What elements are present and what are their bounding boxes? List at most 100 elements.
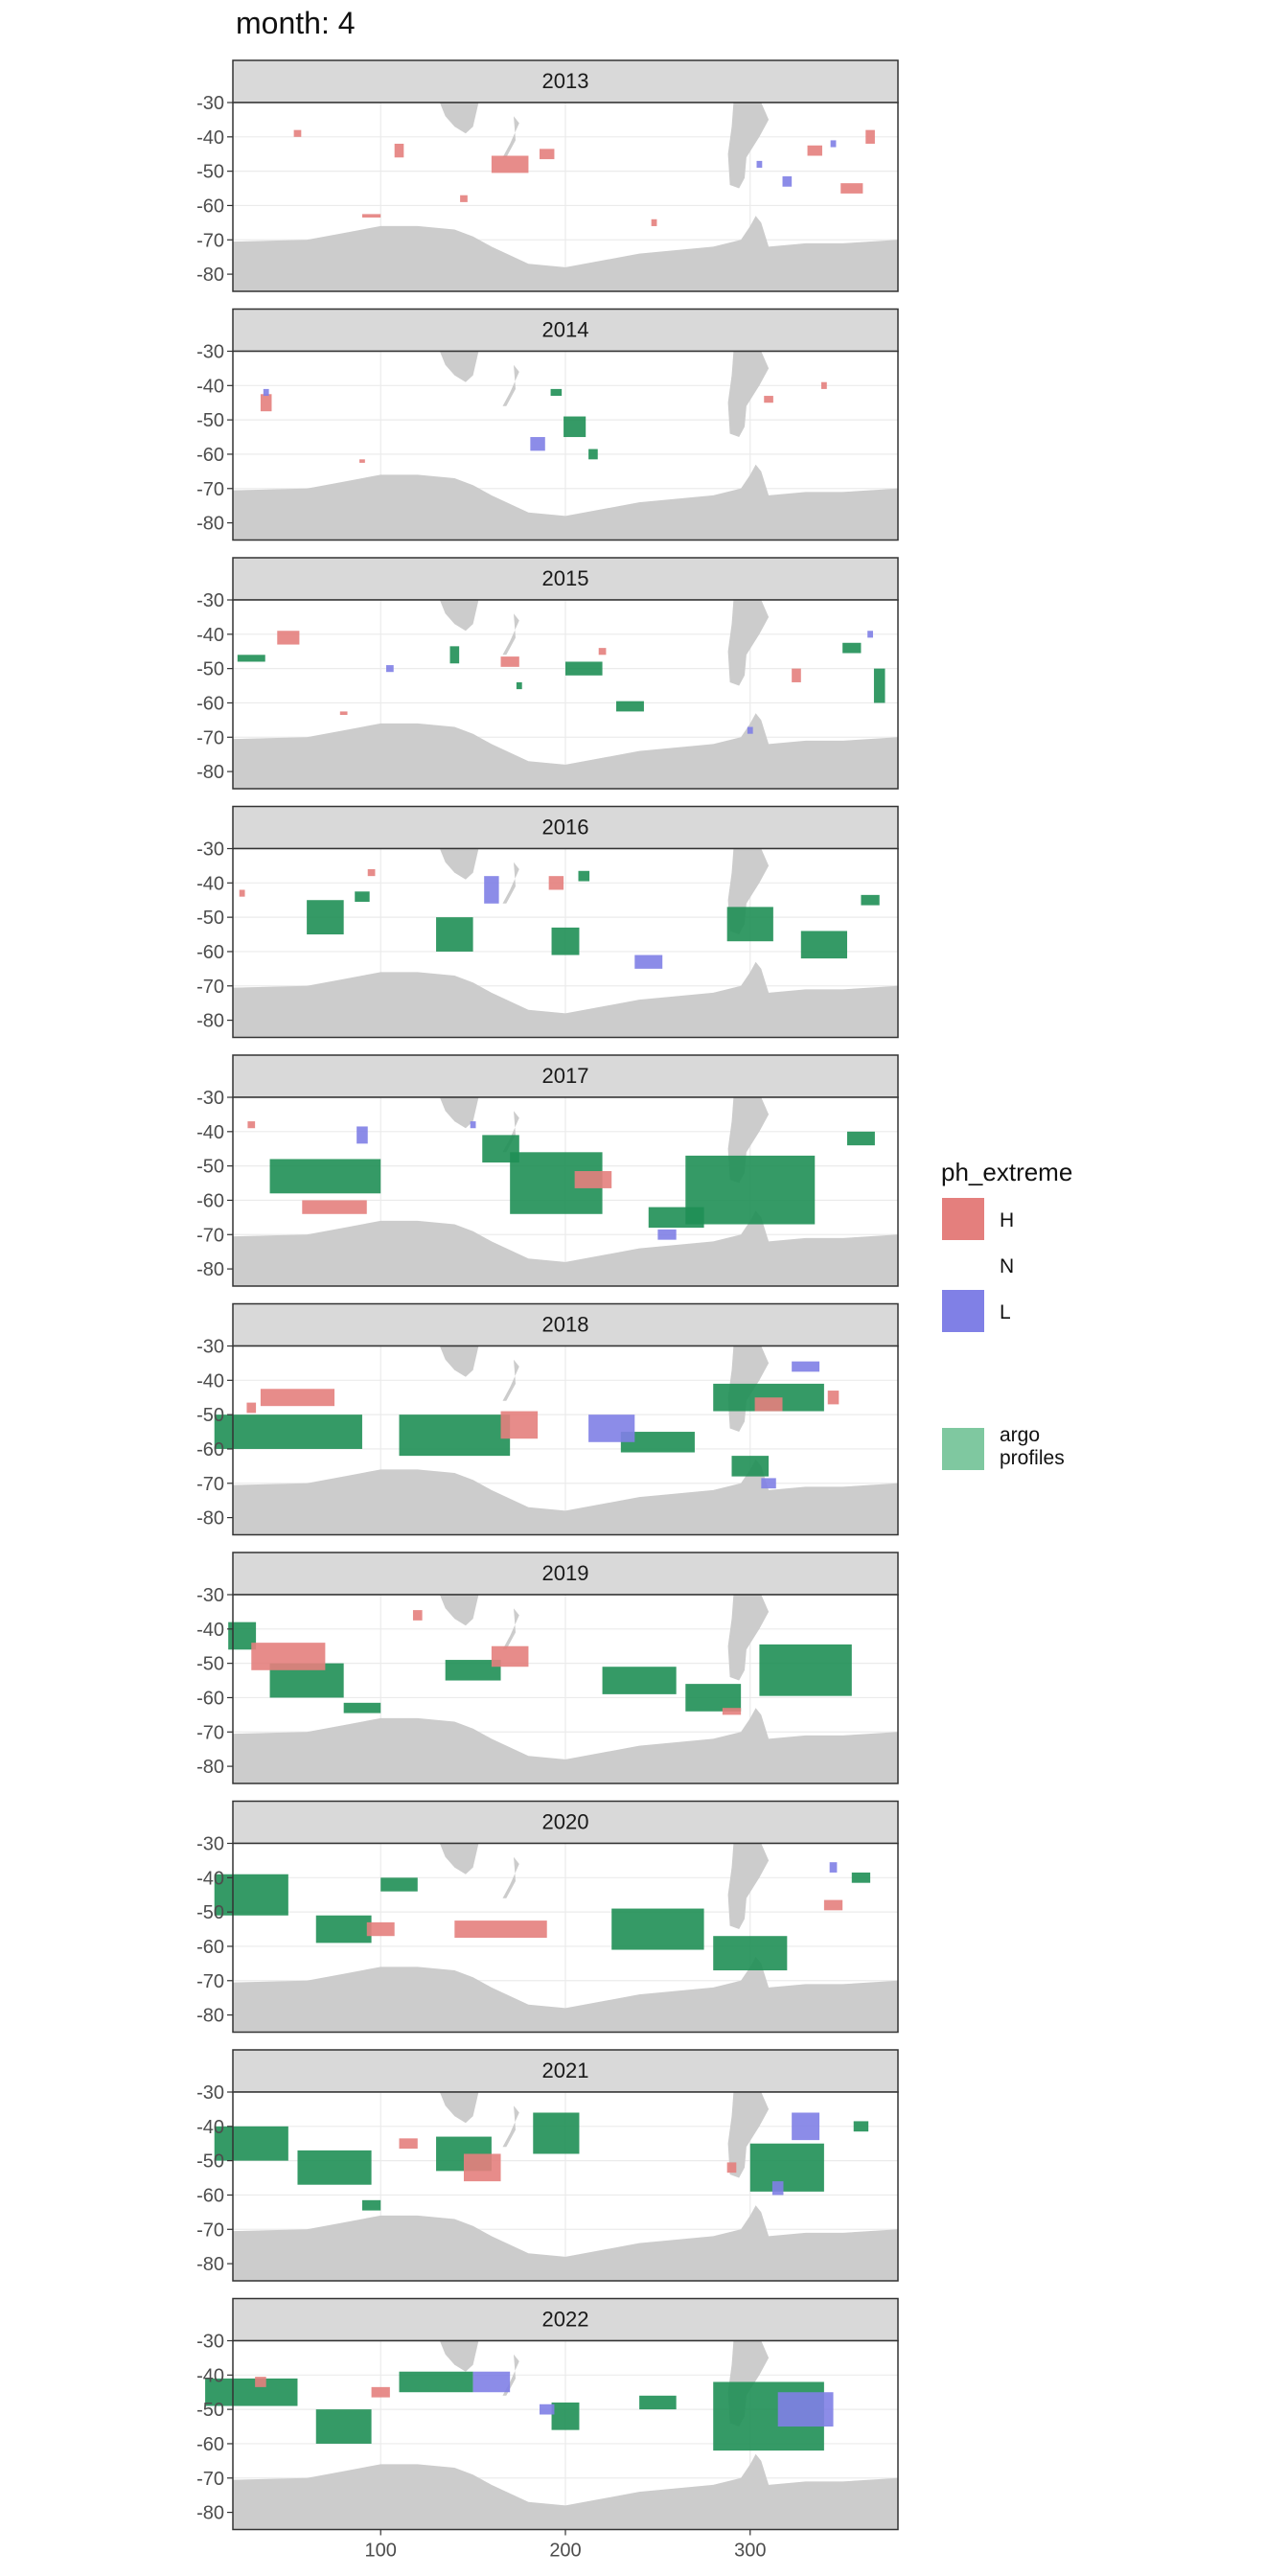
- ph-extreme-h-cell: [260, 394, 272, 412]
- y-tick-label: -60: [196, 2434, 224, 2455]
- argo-profile-cell: [445, 1660, 501, 1681]
- new-zealand-land: [502, 116, 519, 158]
- ph-extreme-h-cell: [339, 711, 348, 715]
- argo-profile-cell: [726, 907, 773, 942]
- facet-panel: 2015 -30 -40 -50 -60 -70 -80: [196, 557, 899, 790]
- ph-extreme-h-cell: [491, 1645, 529, 1668]
- ph-extreme-l-cell: [782, 176, 793, 187]
- facet-strip: [232, 308, 899, 353]
- ph-extreme-h-cell: [361, 214, 381, 218]
- argo-profile-cell: [602, 1667, 677, 1694]
- y-tick-label: -80: [196, 1508, 224, 1530]
- facet-strip-label: 2022: [542, 2308, 589, 2332]
- ph-extreme-h-cell: [366, 1921, 395, 1937]
- y-tick-label: -30: [196, 1088, 224, 1109]
- y-tick-label: -30: [196, 1585, 224, 1606]
- argo-profile-cell: [853, 2121, 869, 2132]
- facet-panel: 2014 -30 -40 -50 -60 -70 -80: [196, 308, 899, 541]
- argo-profile-cell: [380, 1877, 418, 1892]
- ph-extreme-l-cell: [470, 1121, 476, 1129]
- south-america-land: [727, 103, 770, 189]
- y-tick-label: -40: [196, 2365, 224, 2386]
- ph-extreme-l-cell: [588, 1414, 635, 1442]
- argo-profile-cell: [315, 1915, 372, 1944]
- ph-extreme-h-cell: [820, 381, 827, 389]
- panel-border: [232, 350, 899, 541]
- ph-extreme-l-cell: [771, 2181, 784, 2196]
- ph-extreme-h-cell: [454, 1920, 547, 1938]
- y-tick-label: -80: [196, 762, 224, 783]
- argo-profile-cell: [550, 388, 563, 397]
- argo-profile-cell: [749, 2143, 824, 2192]
- ph-extreme-h-cell: [255, 2377, 266, 2387]
- ph-extreme-h-cell: [540, 149, 555, 160]
- ph-extreme-l-cell: [756, 160, 763, 169]
- argo-profile-cell: [269, 1159, 381, 1194]
- argo-profile-cell: [315, 2409, 372, 2444]
- ph-extreme-l-cell: [792, 1361, 820, 1372]
- panel-border: [232, 2091, 899, 2282]
- argo-profile-cell: [551, 2402, 580, 2430]
- y-tick-label: -70: [196, 1225, 224, 1246]
- legend-label: H: [1000, 1209, 1014, 1231]
- y-tick-label: -70: [196, 1722, 224, 1743]
- new-zealand-land: [502, 1608, 519, 1650]
- facet-strip-label: 2017: [542, 1064, 589, 1088]
- facet-strip: [232, 2297, 899, 2342]
- facet-panel: 2021 -30 -40 -50 -60 -70 -80: [196, 2049, 899, 2282]
- ph-extreme-h-cell: [251, 1643, 326, 1670]
- y-tick-label: -60: [196, 1439, 224, 1460]
- ph-extreme-h-cell: [823, 1899, 843, 1911]
- argo-profile-cell: [578, 870, 590, 882]
- ph-extreme-h-cell: [598, 648, 607, 656]
- y-tick-label: -80: [196, 1011, 224, 1032]
- ph-extreme-h-cell: [367, 868, 376, 877]
- argo-profile-cell: [516, 681, 522, 690]
- x-tick-label: 100: [365, 2541, 397, 2562]
- y-tick-label: -30: [196, 840, 224, 861]
- y-tick-label: -40: [196, 1370, 224, 1392]
- y-tick-label: -30: [196, 2332, 224, 2353]
- facet-panel: 2018 -30 -40 -50 -60 -70 -80: [196, 1302, 899, 1536]
- ph-extreme-h-cell: [792, 668, 801, 682]
- ph-extreme-h-cell: [371, 2386, 390, 2398]
- antarctica-land: [233, 2205, 898, 2281]
- antarctica-land: [233, 464, 898, 540]
- argo-profile-cell: [759, 1644, 852, 1696]
- argo-profile-cell: [214, 1874, 288, 1916]
- argo-profile-cell: [449, 646, 460, 664]
- ph-extreme-h-cell: [246, 1402, 257, 1414]
- ph-extreme-l-cell: [356, 1126, 368, 1144]
- legend-title: ph_extreme: [941, 1158, 1072, 1186]
- antarctica-land: [233, 2453, 898, 2530]
- y-tick-label: -60: [196, 693, 224, 714]
- argo-profile-cell: [237, 655, 265, 662]
- facet-panel: 2016 -30 -40 -50 -60 -70 -80: [196, 805, 899, 1039]
- facet-panel: 2020 -30 -40 -50 -60 -70 -80: [196, 1800, 899, 2034]
- ph-extreme-h-cell: [754, 1397, 783, 1412]
- ph-extreme-l-cell: [530, 437, 545, 451]
- panel-border: [232, 1842, 899, 2034]
- x-tick-label: 300: [734, 2541, 766, 2562]
- tasmania-land: [439, 600, 479, 632]
- y-tick-label: -60: [196, 1937, 224, 1958]
- y-tick-label: -40: [196, 376, 224, 397]
- facet-strip: [232, 2049, 899, 2093]
- south-america-land: [727, 1843, 770, 1929]
- panel-border: [232, 1594, 899, 1784]
- y-tick-label: -80: [196, 2254, 224, 2275]
- ph-extreme-l-cell: [777, 2392, 834, 2427]
- y-tick-label: -60: [196, 1190, 224, 1211]
- y-tick-label: -60: [196, 445, 224, 466]
- ph-extreme-l-cell: [829, 1862, 838, 1873]
- antarctica-land: [233, 1210, 898, 1286]
- argo-profile-cell: [648, 1207, 704, 1229]
- argo-profile-cell: [846, 1131, 875, 1146]
- argo-profile-cell: [214, 1414, 362, 1449]
- argo-profile-cell: [355, 891, 370, 903]
- panel-border: [232, 102, 899, 292]
- ph-extreme-h-cell: [463, 2153, 501, 2182]
- ph-extreme-h-cell: [807, 145, 822, 156]
- new-zealand-land: [502, 2105, 519, 2148]
- facet-strip: [232, 1800, 899, 1845]
